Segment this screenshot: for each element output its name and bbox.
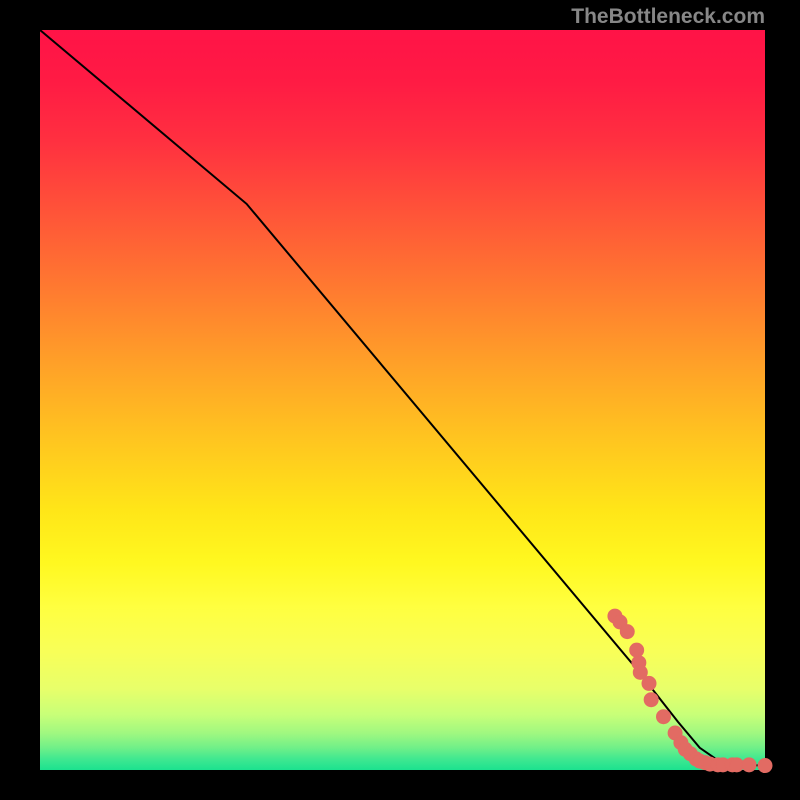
data-marker — [642, 676, 656, 690]
data-marker — [657, 710, 671, 724]
data-marker — [644, 693, 658, 707]
data-marker — [758, 759, 772, 773]
plot-background — [40, 30, 765, 770]
watermark-text: TheBottleneck.com — [571, 5, 765, 29]
chart-container: TheBottleneck.com — [0, 0, 800, 800]
data-marker — [742, 758, 756, 772]
data-marker — [620, 625, 634, 639]
data-marker — [630, 643, 644, 657]
chart-svg — [0, 0, 800, 800]
